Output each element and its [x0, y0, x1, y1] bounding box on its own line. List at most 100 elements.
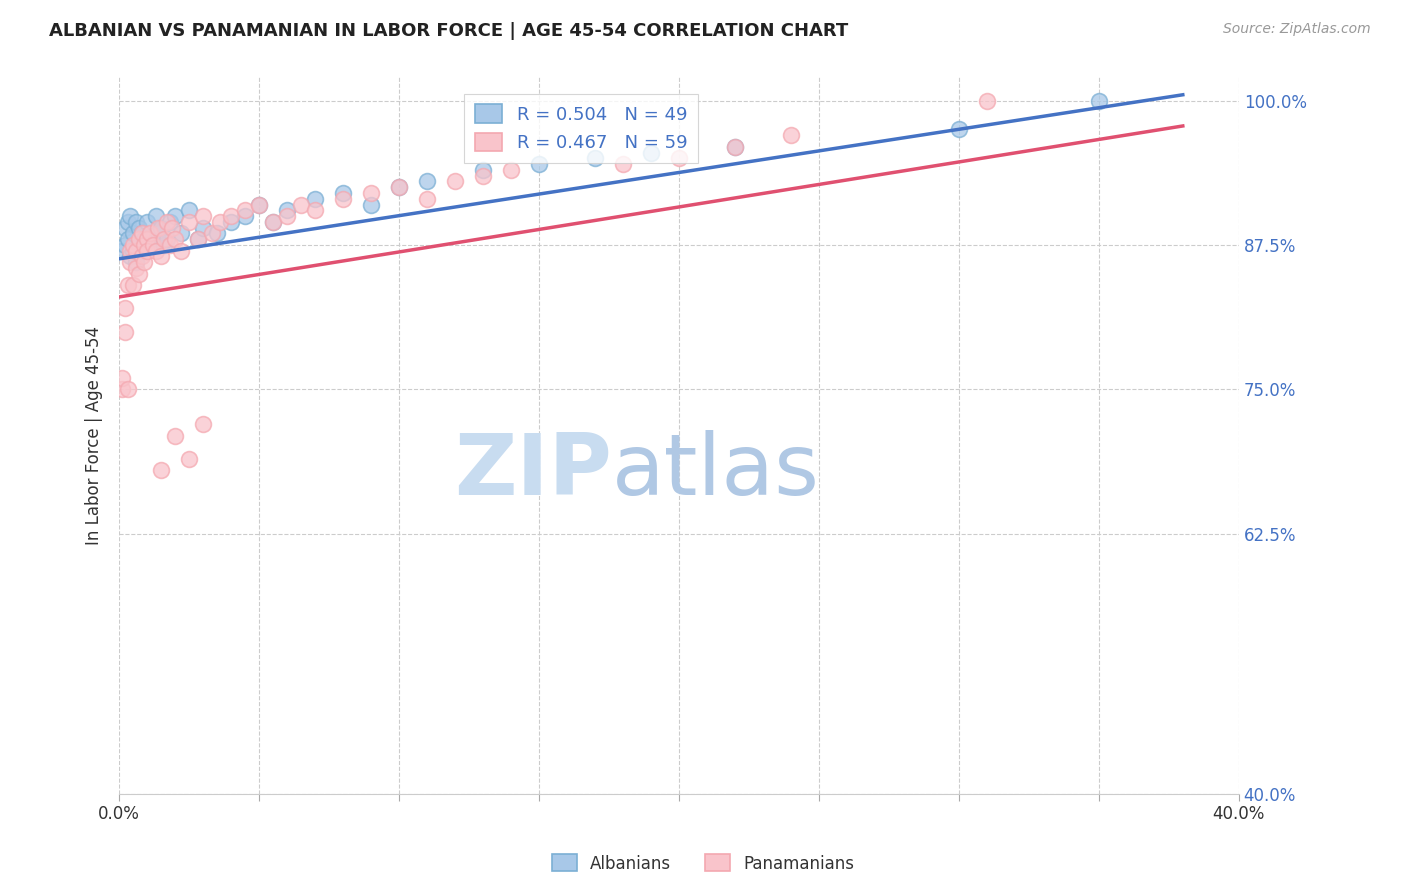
Point — [640, 145, 662, 160]
Point — [170, 244, 193, 258]
Point — [179, 215, 201, 229]
Point — [120, 209, 142, 223]
Point — [139, 227, 162, 241]
Point — [304, 192, 326, 206]
Point — [472, 169, 495, 183]
Point — [117, 232, 139, 246]
Point — [131, 227, 153, 241]
Point — [150, 220, 173, 235]
Point — [145, 209, 167, 223]
Point — [207, 227, 229, 241]
Point — [125, 261, 148, 276]
Point — [136, 238, 159, 252]
Point — [150, 463, 173, 477]
Point — [165, 232, 187, 246]
Point — [193, 209, 215, 223]
Point — [136, 215, 159, 229]
Y-axis label: In Labor Force | Age 45-54: In Labor Force | Age 45-54 — [86, 326, 103, 545]
Point — [976, 94, 998, 108]
Point — [122, 244, 145, 258]
Point — [179, 203, 201, 218]
Text: ZIP: ZIP — [454, 430, 612, 513]
Point — [128, 220, 150, 235]
Point — [724, 140, 747, 154]
Point — [187, 232, 209, 246]
Point — [501, 162, 523, 177]
Point — [134, 255, 156, 269]
Point — [148, 227, 170, 241]
Point — [128, 267, 150, 281]
Point — [1088, 94, 1111, 108]
Point — [290, 197, 312, 211]
Point — [111, 382, 134, 396]
Point — [156, 232, 179, 246]
Point — [612, 157, 634, 171]
Point — [201, 227, 224, 241]
Point — [125, 255, 148, 269]
Point — [114, 238, 136, 252]
Point — [136, 232, 159, 246]
Legend: Albanians, Panamanians: Albanians, Panamanians — [546, 847, 860, 880]
Point — [114, 220, 136, 235]
Point — [208, 215, 231, 229]
Point — [125, 244, 148, 258]
Point — [170, 227, 193, 241]
Point — [262, 215, 284, 229]
Point — [262, 215, 284, 229]
Point — [136, 244, 159, 258]
Point — [416, 174, 439, 188]
Point — [162, 220, 184, 235]
Point — [332, 186, 354, 200]
Point — [276, 209, 298, 223]
Point — [128, 232, 150, 246]
Point — [122, 278, 145, 293]
Point — [668, 151, 690, 165]
Point — [114, 301, 136, 316]
Point — [233, 203, 256, 218]
Text: Source: ZipAtlas.com: Source: ZipAtlas.com — [1223, 22, 1371, 37]
Point — [120, 255, 142, 269]
Text: atlas: atlas — [612, 430, 820, 513]
Point — [304, 203, 326, 218]
Point — [125, 215, 148, 229]
Point — [360, 197, 382, 211]
Point — [233, 209, 256, 223]
Point — [187, 232, 209, 246]
Point — [179, 451, 201, 466]
Point — [583, 151, 606, 165]
Point — [472, 162, 495, 177]
Point — [332, 192, 354, 206]
Point — [416, 192, 439, 206]
Point — [444, 174, 467, 188]
Point — [247, 197, 270, 211]
Point — [153, 238, 176, 252]
Point — [114, 325, 136, 339]
Point — [527, 157, 550, 171]
Point — [388, 180, 411, 194]
Point — [145, 244, 167, 258]
Point — [153, 232, 176, 246]
Point — [122, 238, 145, 252]
Point — [128, 238, 150, 252]
Point — [134, 232, 156, 246]
Point — [117, 382, 139, 396]
Point — [724, 140, 747, 154]
Point — [193, 220, 215, 235]
Point — [134, 238, 156, 252]
Point — [120, 244, 142, 258]
Point — [122, 227, 145, 241]
Point — [131, 250, 153, 264]
Point — [388, 180, 411, 194]
Point — [120, 250, 142, 264]
Text: ALBANIAN VS PANAMANIAN IN LABOR FORCE | AGE 45-54 CORRELATION CHART: ALBANIAN VS PANAMANIAN IN LABOR FORCE | … — [49, 22, 848, 40]
Point — [165, 209, 187, 223]
Point — [247, 197, 270, 211]
Point — [142, 238, 165, 252]
Point — [148, 220, 170, 235]
Point — [780, 128, 803, 143]
Point — [360, 186, 382, 200]
Point — [117, 215, 139, 229]
Point — [156, 215, 179, 229]
Point — [165, 428, 187, 442]
Point — [276, 203, 298, 218]
